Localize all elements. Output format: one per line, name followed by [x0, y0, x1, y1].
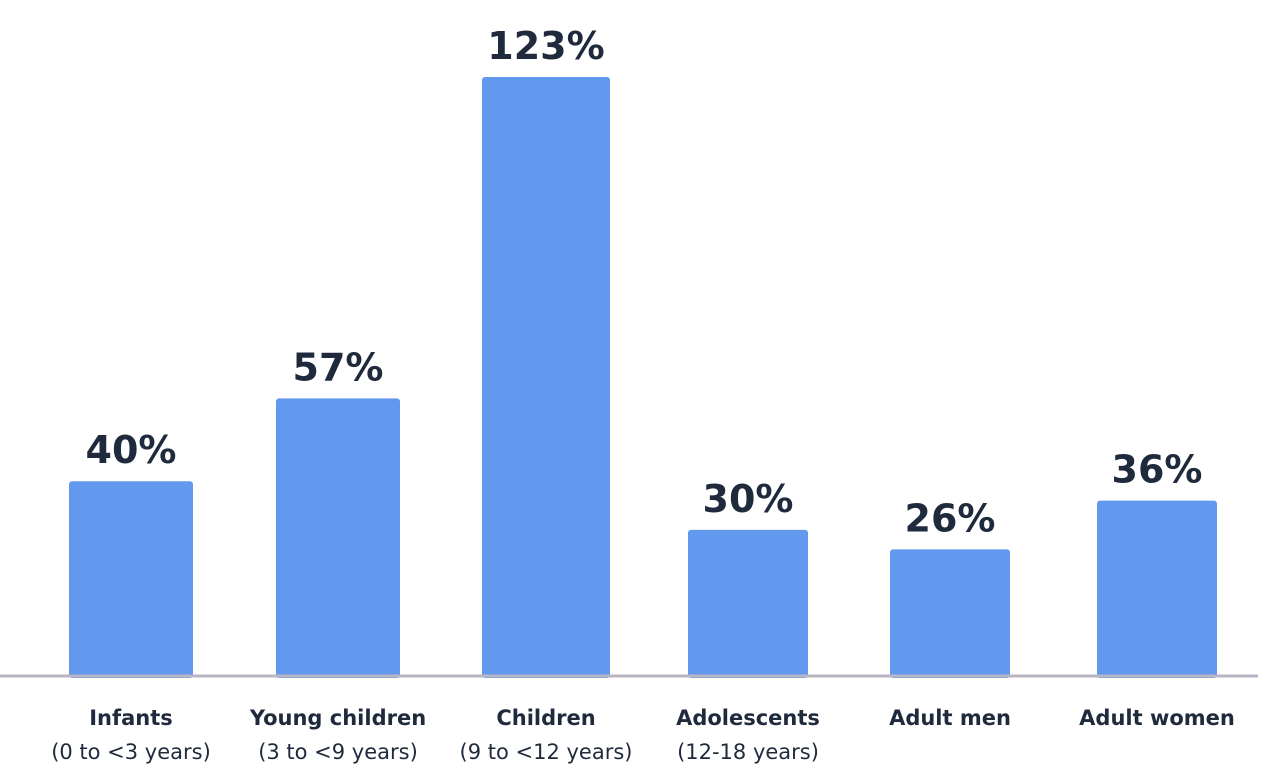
- bar-3: [688, 529, 808, 678]
- value-label-3: 30%: [703, 477, 794, 521]
- category-label-1: Young children: [249, 706, 426, 730]
- category-label-5: Adult women: [1079, 706, 1235, 730]
- bar-4: [890, 549, 1010, 678]
- category-label-4: Adult men: [889, 706, 1011, 730]
- bar-2: [482, 77, 610, 678]
- bar-5: [1097, 500, 1217, 678]
- value-label-0: 40%: [86, 428, 177, 472]
- bar-0: [69, 481, 193, 678]
- bars-layer: [69, 77, 1217, 678]
- bar-1: [276, 398, 400, 678]
- category-sublabel-2: (9 to <12 years): [460, 740, 633, 764]
- category-sublabel-3: (12-18 years): [677, 740, 819, 764]
- value-label-5: 36%: [1112, 448, 1203, 492]
- labels-layer: 40% Infants (0 to <3 years) 57% Young childr…: [51, 24, 1235, 764]
- category-sublabel-1: (3 to <9 years): [258, 740, 418, 764]
- value-label-2: 123%: [487, 24, 604, 68]
- category-label-3: Adolescents: [676, 706, 820, 730]
- category-label-0: Infants: [89, 706, 173, 730]
- category-label-2: Children: [496, 706, 595, 730]
- value-label-1: 57%: [293, 345, 384, 389]
- value-label-4: 26%: [905, 496, 996, 540]
- category-sublabel-0: (0 to <3 years): [51, 740, 211, 764]
